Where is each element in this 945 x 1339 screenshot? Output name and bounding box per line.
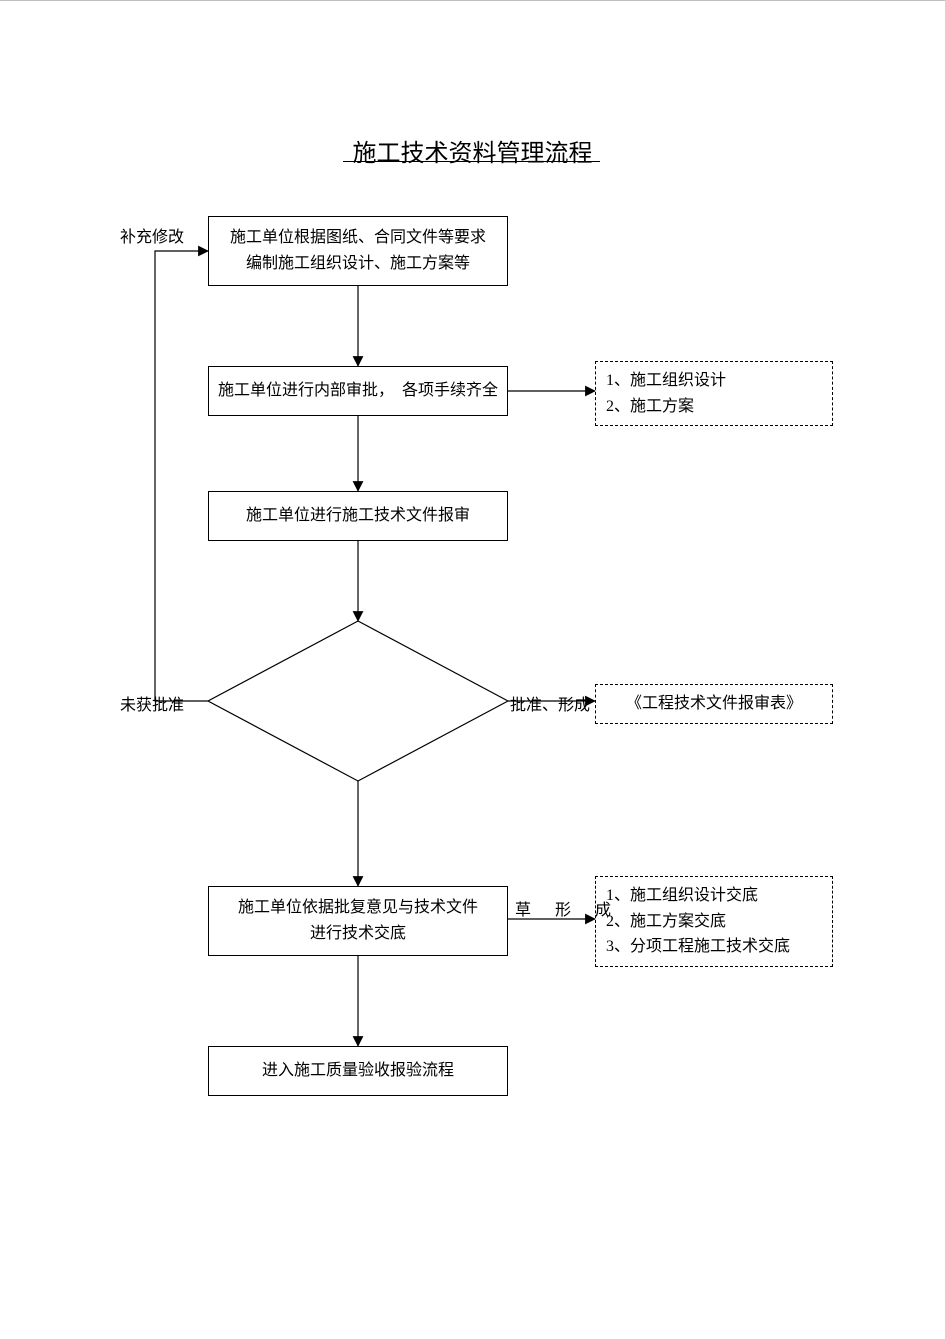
annotation-a1-line1: 1、施工组织设计	[606, 368, 822, 394]
node-n4: 施工单位依据批复意见与技术文件 进行技术交底	[208, 886, 508, 956]
node-n4-line2: 进行技术交底	[310, 921, 406, 947]
annotation-a3-line3: 3、分项工程施工技术交底	[606, 934, 822, 960]
annotation-a2-line1: 《工程技术文件报审表》	[606, 691, 822, 717]
node-n1-line2: 编制施工组织设计、施工方案等	[246, 251, 470, 277]
label-form: 草 形 成	[515, 896, 615, 920]
node-d1-line1: 建设（监理）单位	[258, 677, 458, 703]
label-approved: 批准、形成	[510, 691, 590, 715]
annotation-a3: 1、施工组织设计交底 2、施工方案交底 3、分项工程施工技术交底	[595, 876, 833, 967]
node-n1-line1: 施工单位根据图纸、合同文件等要求	[230, 225, 486, 251]
page-title: 施工技术资料管理流程	[0, 133, 945, 168]
node-n2-line1: 施工单位进行内部审批， 各项手续齐全	[218, 378, 498, 404]
flow-svg	[0, 1, 945, 1339]
node-n3-line1: 施工单位进行施工技术文件报审	[246, 503, 470, 529]
title-underline	[343, 161, 600, 162]
node-n3: 施工单位进行施工技术文件报审	[208, 491, 508, 541]
edge-d1-n1-feedback	[155, 251, 208, 701]
annotation-a1: 1、施工组织设计 2、施工方案	[595, 361, 833, 426]
node-d1-line2: 批复意见	[258, 703, 458, 729]
node-n5-line1: 进入施工质量验收报验流程	[262, 1058, 454, 1084]
annotation-a2: 《工程技术文件报审表》	[595, 684, 833, 724]
annotation-a3-line2: 2、施工方案交底	[606, 909, 822, 935]
node-n4-line1: 施工单位依据批复意见与技术文件	[238, 895, 478, 921]
node-n1: 施工单位根据图纸、合同文件等要求 编制施工组织设计、施工方案等	[208, 216, 508, 286]
page: 施工技术资料管理流程 施工单位根据图纸、合同文件等要求 编制施工组织设计、施工方…	[0, 0, 945, 1339]
node-n2: 施工单位进行内部审批， 各项手续齐全	[208, 366, 508, 416]
label-supplement: 补充修改	[120, 223, 184, 247]
node-n5: 进入施工质量验收报验流程	[208, 1046, 508, 1096]
node-d1-text: 建设（监理）单位 批复意见	[258, 677, 458, 728]
annotation-a3-line1: 1、施工组织设计交底	[606, 883, 822, 909]
annotation-a1-line2: 2、施工方案	[606, 394, 822, 420]
label-rejected: 未获批准	[120, 691, 184, 715]
